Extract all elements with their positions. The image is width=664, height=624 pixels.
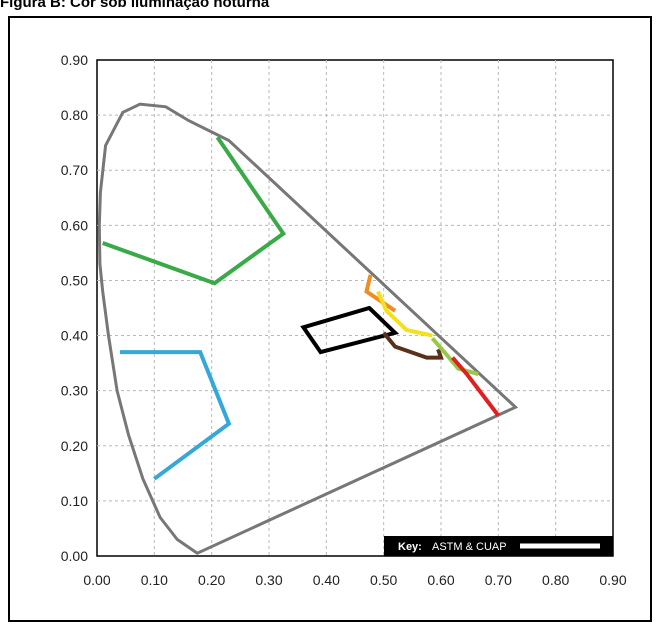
spectral-locus: [97, 102, 519, 555]
y-tick-label: 0.80: [61, 107, 88, 123]
x-tick-label: 0.20: [198, 572, 225, 588]
y-tick-label: 0.40: [61, 328, 88, 344]
x-tick-label: 0.50: [370, 572, 397, 588]
lightgreen-region: [430, 336, 479, 377]
yellow-region: [376, 290, 433, 338]
legend: Key: ASTM & CUAP: [384, 536, 613, 556]
y-axis-tick-labels: 0.00 0.10 0.20 0.30 0.40 0.50 0.60 0.70 0.80 0.90: [61, 52, 88, 564]
y-tick-label: 0.90: [61, 52, 88, 68]
y-tick-label: 0.50: [61, 272, 88, 288]
x-tick-label: 0.00: [83, 572, 110, 588]
red-region: [450, 356, 500, 417]
legend-box: [384, 536, 613, 556]
x-tick-label: 0.30: [255, 572, 282, 588]
series-layer: [97, 102, 519, 555]
x-tick-label: 0.70: [485, 572, 512, 588]
y-tick-label: 0.60: [61, 217, 88, 233]
y-tick-label: 0.00: [61, 548, 88, 564]
plot-area: [96, 59, 614, 557]
grid-lines: [97, 60, 613, 556]
x-axis-tick-labels: 0.00 0.10 0.20 0.30 0.40 0.50 0.60 0.70 0.80 0.90: [83, 572, 626, 588]
x-tick-label: 0.80: [542, 572, 569, 588]
figure-title: Figura B: Cor sob iluminação noturna: [0, 0, 270, 11]
plot-border: [96, 59, 614, 557]
x-tick-label: 0.40: [313, 572, 340, 588]
x-tick-label: 0.10: [141, 572, 168, 588]
y-tick-label: 0.10: [61, 493, 88, 509]
green-region: [102, 136, 287, 286]
black-region: [300, 305, 400, 355]
legend-key-label: Key:: [398, 541, 422, 553]
y-tick-label: 0.20: [61, 438, 88, 454]
x-tick-label: 0.60: [427, 572, 454, 588]
legend-entry-label: ASTM & CUAP: [432, 541, 507, 553]
y-tick-label: 0.70: [61, 162, 88, 178]
x-tick-label: 0.90: [599, 572, 626, 588]
brown-region: [382, 331, 444, 360]
blue-region: [119, 350, 232, 481]
y-tick-label: 0.30: [61, 383, 88, 399]
